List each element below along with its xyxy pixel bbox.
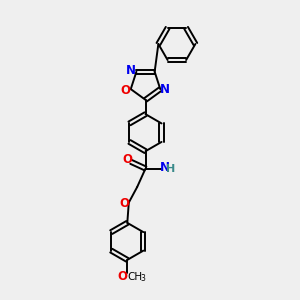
Text: O: O	[122, 153, 132, 167]
Text: O: O	[119, 197, 129, 210]
Text: N: N	[160, 161, 170, 174]
Text: CH: CH	[127, 272, 142, 282]
Text: 3: 3	[140, 274, 145, 283]
Text: N: N	[160, 82, 170, 96]
Text: N: N	[126, 64, 136, 77]
Text: O: O	[117, 270, 127, 284]
Text: H: H	[166, 164, 175, 174]
Text: O: O	[121, 84, 131, 97]
